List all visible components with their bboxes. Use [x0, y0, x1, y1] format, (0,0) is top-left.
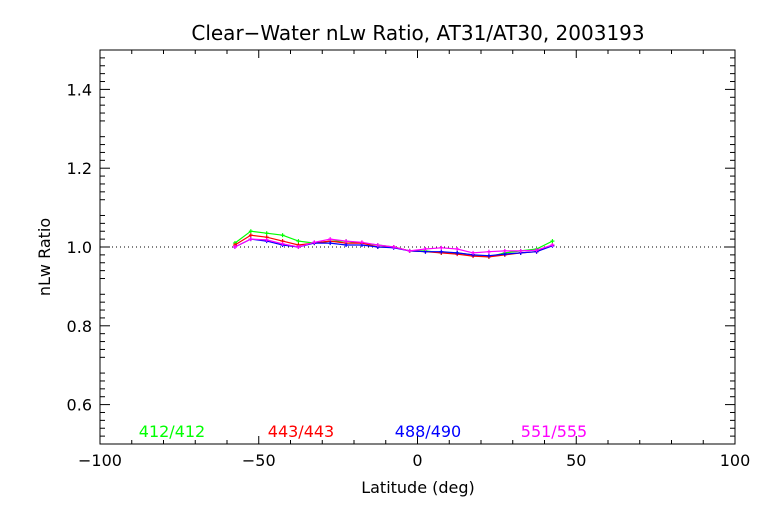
- legend-entry: 551/555: [521, 422, 587, 441]
- y-tick-label: 1.2: [67, 159, 92, 178]
- plot-frame: [99, 49, 736, 445]
- y-tick-label: 1.4: [67, 80, 92, 99]
- x-tick-label: −100: [78, 451, 122, 470]
- plot-area: −100 −50 0 50 100 0.6 0.8 1.0 1.2 1.4 412/412 443/4…: [67, 49, 751, 470]
- legend-entry: 443/443: [268, 422, 334, 441]
- y-tick-label: 0.6: [67, 396, 92, 415]
- x-tick-label: 0: [412, 451, 422, 470]
- legend-entry: 488/490: [395, 422, 461, 441]
- x-tick-label: 100: [720, 451, 751, 470]
- legend-entry: 412/412: [139, 422, 205, 441]
- x-axis-label: Latitude (deg): [361, 478, 475, 497]
- x-tick-label: 50: [566, 451, 586, 470]
- x-tick-label: −50: [242, 451, 276, 470]
- y-tick-label: 0.8: [67, 317, 92, 336]
- chart-title: Clear−Water nLw Ratio, AT31/AT30, 200319…: [191, 21, 644, 45]
- y-tick-label: 1.0: [67, 238, 92, 257]
- y-axis-label: nLw Ratio: [35, 218, 54, 296]
